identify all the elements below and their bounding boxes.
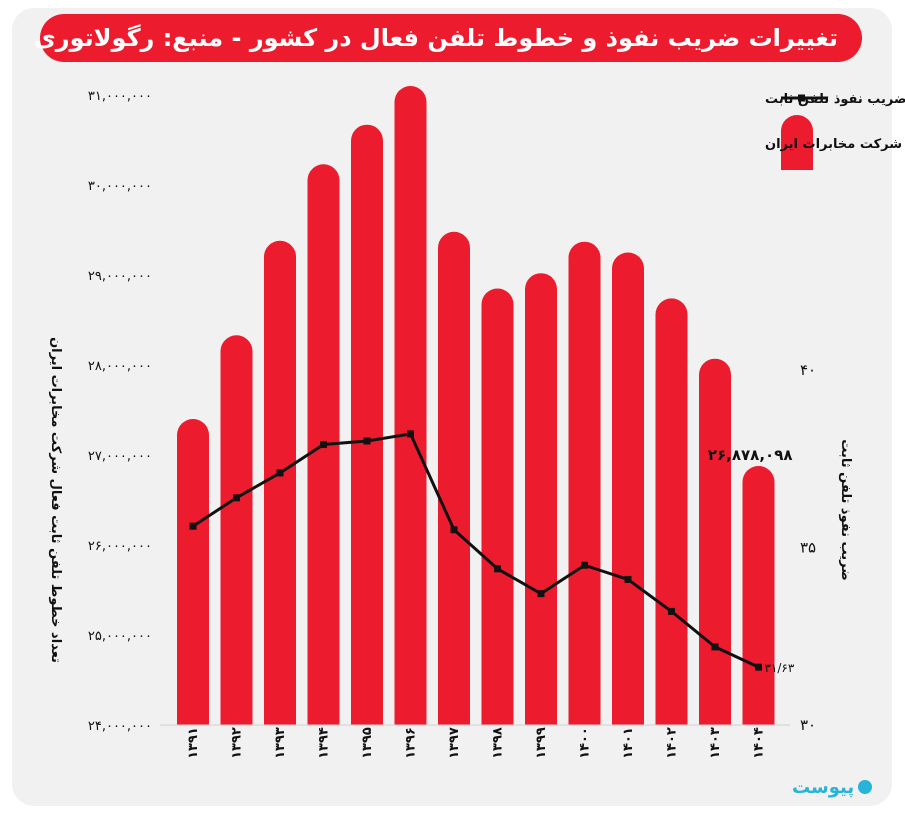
bar (612, 252, 644, 725)
title-banner: تغییرات ضریب نفوذ و خطوط تلفن فعال در کش… (34, 14, 862, 62)
x-tick-label: ۱۳۹۲ (230, 727, 245, 759)
bar (177, 419, 209, 725)
bar (220, 335, 253, 725)
x-tick-label: ۱۴۰۱ (621, 727, 636, 759)
bars-layer (177, 86, 775, 726)
penetration-line (192, 432, 760, 669)
line-point (711, 643, 719, 651)
y-left-axis-title: تعداد خطوط تلفن ثابت فعال شرکت مخابرات ا… (48, 337, 63, 663)
line-point (363, 437, 371, 445)
legend-line-label: ضریب نفوذ تلفن ثابت (765, 92, 905, 107)
legend-bar-label: تعداد خطوط تلفن ثابت فعال شرکت مخابرات ا… (765, 137, 905, 152)
y-right-tick-label: ۳۰ (800, 716, 816, 734)
bar (351, 124, 383, 725)
line-point (450, 526, 458, 534)
last-bar-value-label: ۲۶,۸۷۸,۰۹۸ (708, 446, 793, 464)
line-point (233, 494, 240, 502)
legend-line-marker (798, 94, 805, 102)
bar (394, 86, 427, 725)
y-left-tick-label: ۲۴,۰۰۰,۰۰۰ (88, 719, 152, 734)
line-point (407, 430, 414, 438)
x-tick-label: ۱۴۰۴ (752, 727, 767, 759)
line-point (276, 469, 284, 477)
y-left-tick-label: ۳۱,۰۰۰,۰۰۰ (88, 89, 152, 104)
x-tick-label: ۱۳۹۵ (360, 727, 375, 759)
chart-title: تغییرات ضریب نفوذ و خطوط تلفن فعال در کش… (33, 24, 838, 52)
line-point (494, 565, 501, 573)
bar (438, 231, 470, 726)
bar (264, 240, 296, 725)
y-left-tick-label: ۲۶,۰۰۰,۰۰۰ (88, 539, 152, 554)
x-tick-label: ۱۳۹۸ (491, 727, 506, 759)
bar (481, 288, 514, 725)
line-point (189, 522, 197, 530)
line-point (624, 575, 632, 583)
x-tick-label: ۱۳۹۶ (404, 727, 419, 759)
bar (655, 298, 688, 725)
brand-logo-icon (858, 780, 873, 794)
y-right-axis-title: ضریب نفوذ تلفن ثابت (838, 439, 853, 581)
y-left-tick-label: ۲۸,۰۰۰,۰۰۰ (88, 359, 152, 374)
x-tick-label: ۱۴۰۲ (665, 727, 680, 759)
brand-logo-text: پیوست (792, 776, 855, 798)
y-right-tick-label: ۴۰ (800, 361, 816, 379)
x-tick-label: ۱۳۹۷ (447, 727, 462, 759)
bar (525, 273, 557, 725)
x-tick-label: ۱۳۹۳ (273, 727, 288, 759)
bar (699, 358, 731, 725)
line-point (537, 590, 545, 598)
bar (568, 241, 601, 725)
brand-logo: پیوست (792, 776, 873, 798)
line-point (581, 561, 588, 569)
line-point (320, 441, 327, 449)
axis-layer: ۱۳۹۱ ۱۳۹۲ ۱۳۹۳ ۱۳۹۴ ۱۳۹۵ ۱۳۹۶ ۱۳۹۷ ۱۳۹۸ ۱۳۹۹ ۱۴۰۰… (48, 89, 853, 759)
last-point-value-label: ۳۱/۶۳ (765, 661, 795, 675)
bar (742, 465, 775, 725)
y-left-tick-label: ۳۰,۰۰۰,۰۰۰ (88, 179, 152, 194)
line-point (755, 663, 762, 671)
x-tick-label: ۱۳۹۱ (186, 727, 201, 759)
x-tick-label: ۱۳۹۴ (317, 727, 332, 759)
legend-bar-swatch (781, 115, 813, 170)
y-left-tick-label: ۲۹,۰۰۰,۰۰۰ (88, 269, 152, 284)
y-left-tick-label: ۲۵,۰۰۰,۰۰۰ (88, 629, 152, 644)
legend-layer: ضریب نفوذ تلفن ثابت تعداد خطوط تلفن ثابت … (765, 92, 905, 170)
x-tick-label: ۱۴۰۰ (578, 727, 593, 759)
x-tick-label: ۱۳۹۹ (534, 727, 549, 759)
y-right-tick-label: ۳۵ (800, 539, 816, 557)
x-tick-label: ۱۴۰۳ (708, 727, 723, 759)
line-layer: ۲۶,۸۷۸,۰۹۸ ۳۱/۶۳ (189, 430, 795, 675)
line-point (668, 607, 675, 615)
y-left-tick-label: ۲۷,۰۰۰,۰۰۰ (88, 449, 152, 464)
